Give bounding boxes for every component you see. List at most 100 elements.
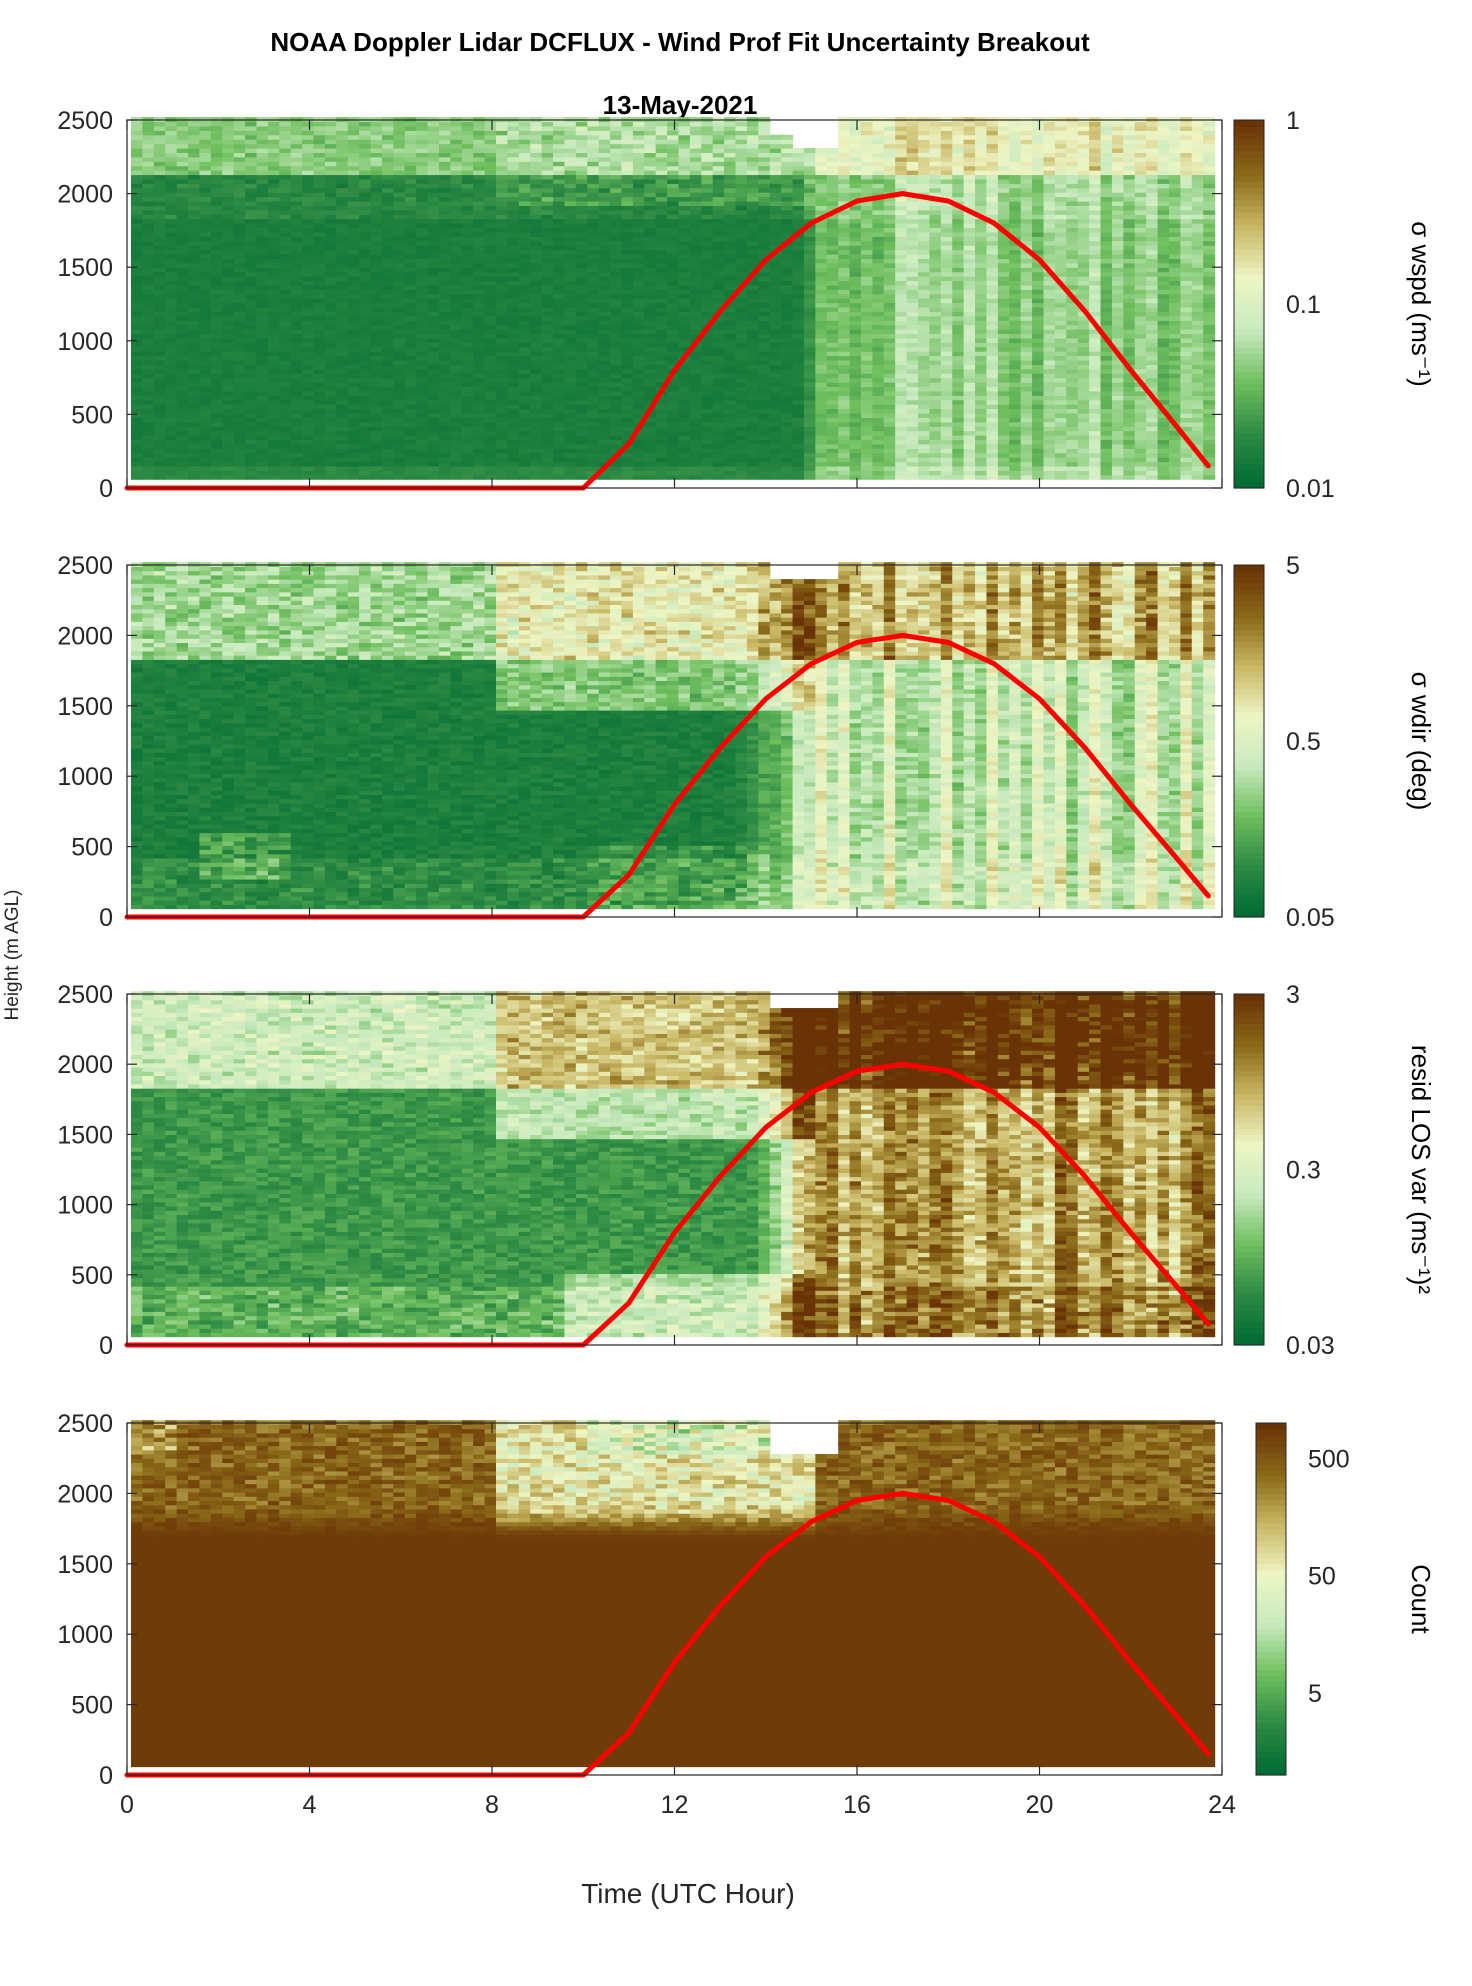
heatmap-cell	[656, 214, 668, 219]
heatmap-cell	[188, 272, 200, 277]
heatmap-cell	[348, 422, 360, 427]
heatmap-cell	[450, 316, 462, 321]
heatmap-cell	[416, 157, 428, 162]
heatmap-cell	[793, 435, 805, 440]
heatmap-cell	[530, 188, 542, 193]
heatmap-cell	[724, 250, 736, 255]
heatmap-cell	[177, 294, 189, 299]
heatmap-cell	[679, 245, 691, 250]
heatmap-cell	[450, 373, 462, 378]
heatmap-cell	[393, 174, 405, 179]
heatmap-cell	[599, 298, 611, 303]
heatmap-cell	[576, 462, 588, 467]
heatmap-cell	[621, 466, 633, 471]
heatmap-cell	[793, 382, 805, 387]
heatmap-cell	[564, 448, 576, 453]
heatmap-cell	[724, 413, 736, 418]
heatmap-cell	[713, 453, 725, 458]
heatmap-cell	[758, 307, 770, 312]
heatmap-cell	[736, 227, 748, 232]
heatmap-cell	[131, 307, 143, 312]
heatmap-cell	[450, 329, 462, 334]
heatmap-cell	[142, 378, 154, 383]
heatmap-cell	[142, 135, 154, 140]
heatmap-cell	[473, 307, 485, 312]
heatmap-cell	[587, 444, 599, 449]
heatmap-cell	[188, 439, 200, 444]
heatmap-cell	[371, 351, 383, 356]
heatmap-cell	[701, 285, 713, 290]
heatmap-cell	[542, 435, 554, 440]
heatmap-cell	[633, 276, 645, 281]
heatmap-cell	[405, 400, 417, 405]
heatmap-cell	[736, 316, 748, 321]
heatmap-cell	[177, 258, 189, 263]
heatmap-cell	[211, 360, 223, 365]
heatmap-cell	[656, 258, 668, 263]
heatmap-cell	[667, 453, 679, 458]
heatmap-cell	[177, 435, 189, 440]
heatmap-cell	[679, 329, 691, 334]
heatmap-cell	[599, 267, 611, 272]
heatmap-cell	[234, 210, 246, 215]
heatmap-cell	[177, 395, 189, 400]
heatmap-cell	[199, 205, 211, 210]
heatmap-cell	[519, 210, 531, 215]
heatmap-cell	[336, 444, 348, 449]
heatmap-cell	[188, 347, 200, 352]
heatmap-cell	[256, 161, 268, 166]
heatmap-cell	[781, 417, 793, 422]
heatmap-cell	[188, 316, 200, 321]
heatmap-cell	[359, 263, 371, 268]
heatmap-cell	[530, 258, 542, 263]
heatmap-cell	[142, 400, 154, 405]
heatmap-cell	[485, 157, 497, 162]
heatmap-cell	[256, 356, 268, 361]
heatmap-cell	[747, 470, 759, 475]
heatmap-cell	[405, 320, 417, 325]
heatmap-cell	[610, 232, 622, 237]
heatmap-cell	[325, 201, 337, 206]
heatmap-cell	[199, 373, 211, 378]
heatmap-cell	[610, 347, 622, 352]
heatmap-cell	[473, 201, 485, 206]
heatmap-cell	[473, 192, 485, 197]
heatmap-cell	[496, 166, 508, 171]
heatmap-cell	[131, 439, 143, 444]
heatmap-cell	[268, 258, 280, 263]
heatmap-cell	[770, 356, 782, 361]
heatmap-cell	[485, 294, 497, 299]
heatmap-cell	[621, 161, 633, 166]
heatmap-cell	[564, 378, 576, 383]
heatmap-cell	[690, 404, 702, 409]
heatmap-cell	[690, 382, 702, 387]
heatmap-cell	[724, 219, 736, 224]
heatmap-cell	[679, 236, 691, 241]
heatmap-cell	[724, 157, 736, 162]
heatmap-cell	[576, 356, 588, 361]
heatmap-cell	[815, 395, 827, 400]
heatmap-cell	[439, 378, 451, 383]
heatmap-cell	[348, 356, 360, 361]
heatmap-cell	[439, 166, 451, 171]
heatmap-cell	[268, 267, 280, 272]
heatmap-cell	[245, 426, 257, 431]
heatmap-cell	[234, 152, 246, 157]
heatmap-cell	[222, 360, 234, 365]
heatmap-cell	[793, 351, 805, 356]
heatmap-cell	[656, 170, 668, 175]
heatmap-cell	[633, 152, 645, 157]
heatmap-cell	[758, 245, 770, 250]
heatmap-cell	[553, 298, 565, 303]
heatmap-cell	[416, 121, 428, 126]
heatmap-cell	[325, 188, 337, 193]
heatmap-cell	[519, 395, 531, 400]
heatmap-cell	[336, 311, 348, 316]
heatmap-cell	[348, 470, 360, 475]
heatmap-cell	[188, 263, 200, 268]
heatmap-cell	[530, 139, 542, 144]
heatmap-cell	[382, 378, 394, 383]
heatmap-cell	[713, 391, 725, 396]
heatmap-cell	[154, 338, 166, 343]
heatmap-cell	[621, 179, 633, 184]
